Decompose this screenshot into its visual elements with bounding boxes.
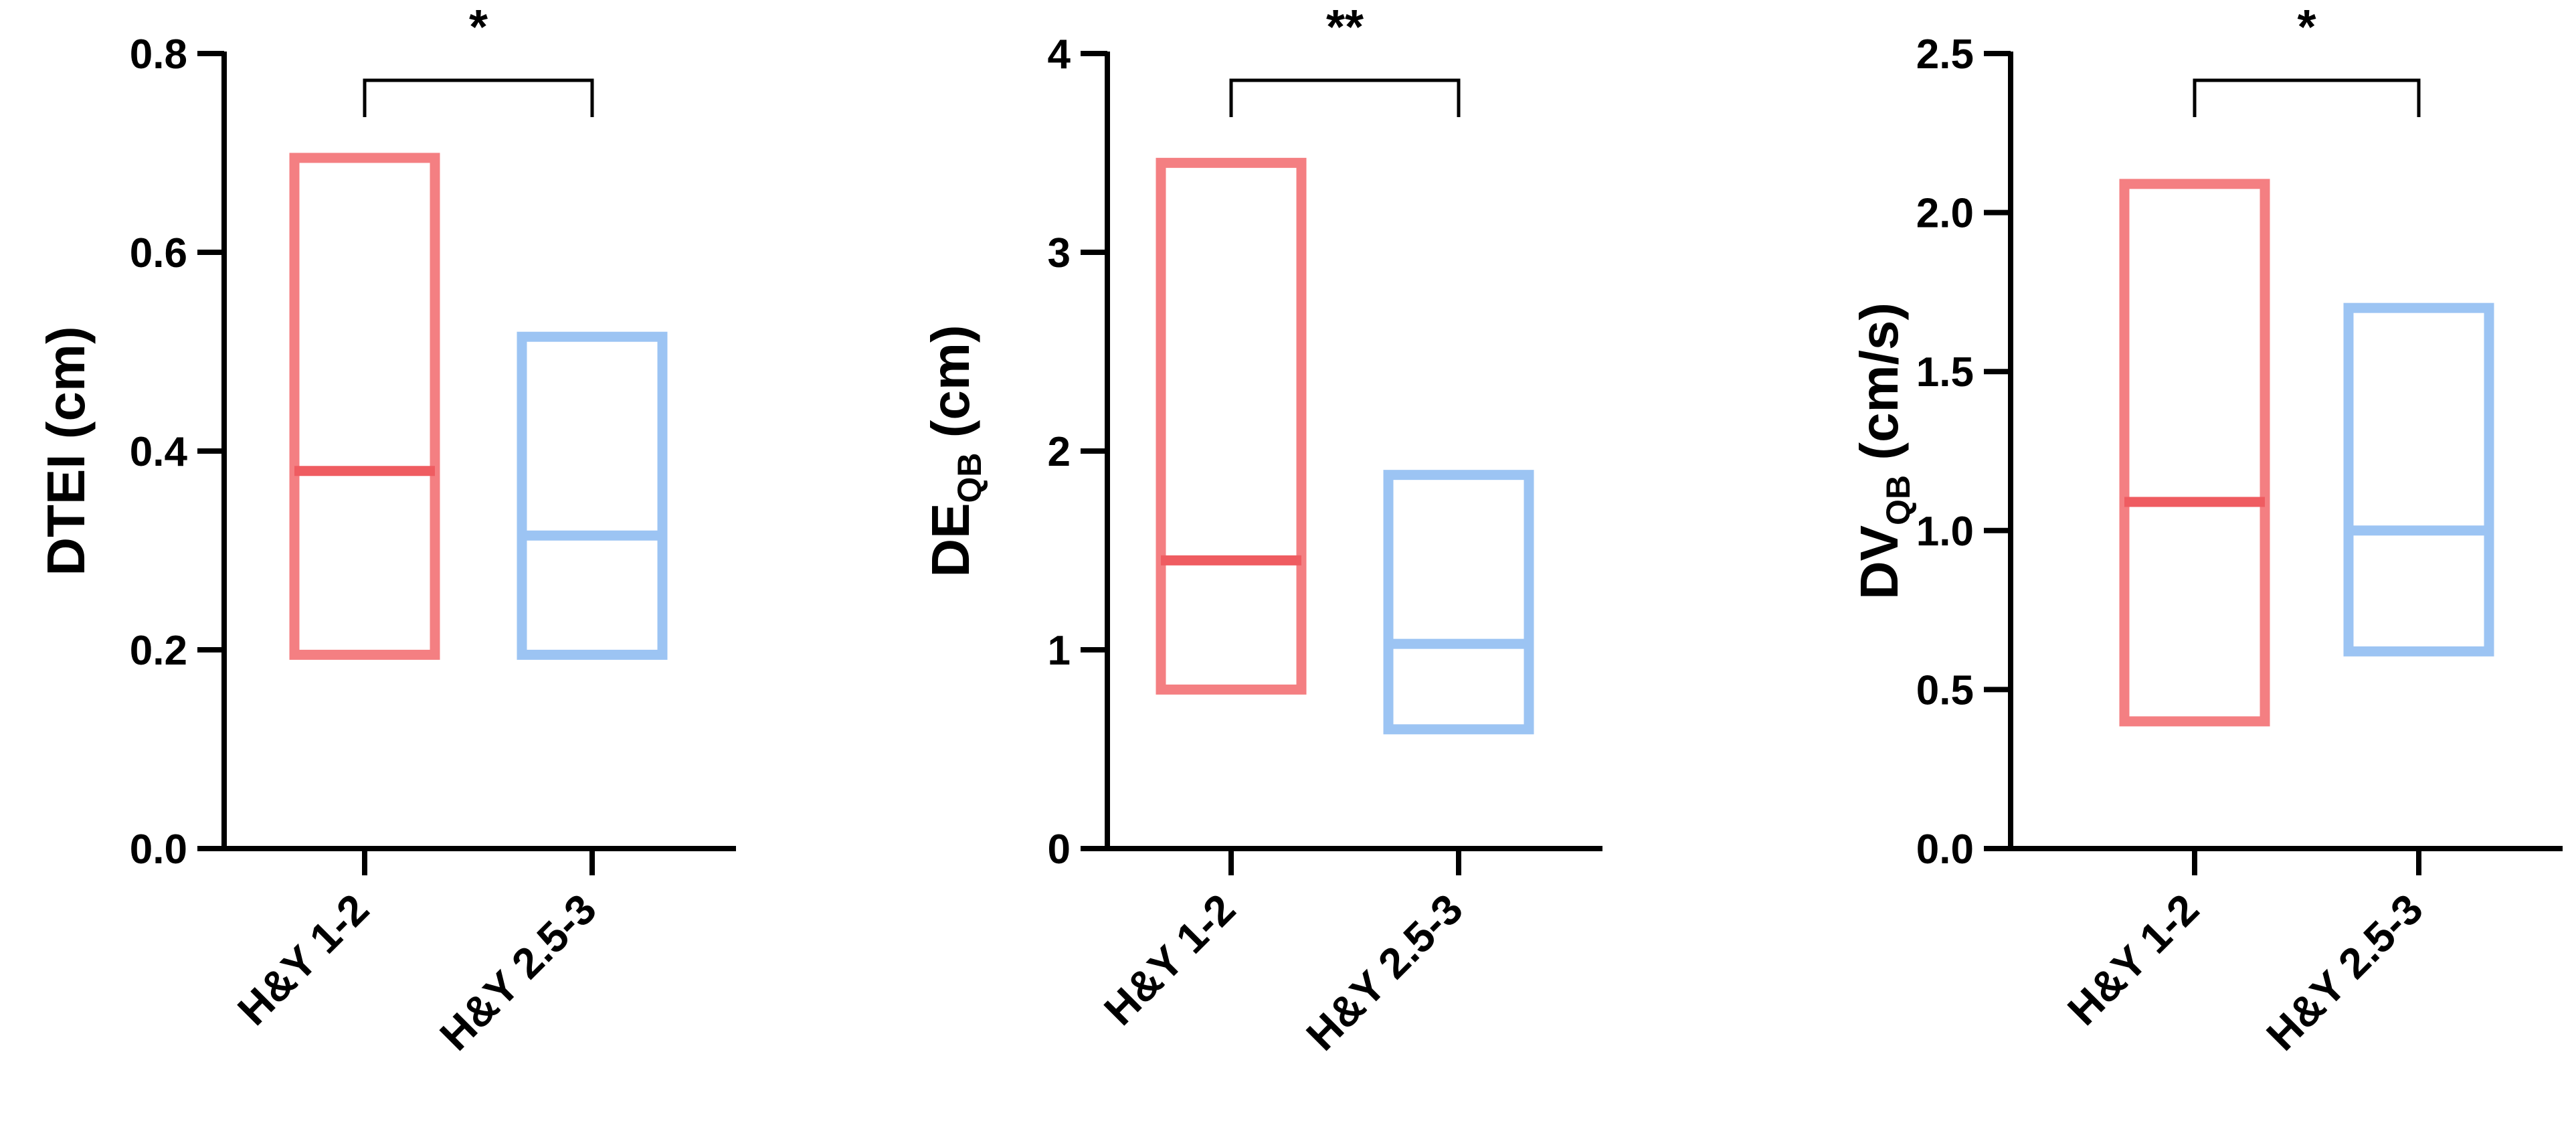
significance-label: * [469, 1, 488, 54]
y-tick-label: 0.0 [130, 826, 187, 873]
y-tick-label: 1.0 [1916, 509, 1974, 555]
y-axis-title: DVQB (cm/s) [1849, 302, 1917, 600]
category-label: H&Y 2.5-3 [1297, 885, 1472, 1059]
panel-2: 0 1 2 3 4 DEQB (cm) H&Y 1-2 H&Y 2.5-3 ** [921, 1, 1602, 1059]
y-tick-label: 2 [1048, 429, 1071, 475]
y-axis-title: DEQB (cm) [921, 325, 988, 577]
category-label: H&Y 1-2 [228, 885, 378, 1035]
floating-bar-2 [1383, 470, 1534, 735]
y-axis-title: DTEI (cm) [36, 326, 96, 576]
floating-bar-1 [1156, 157, 1307, 695]
panel-3: 0.0 0.5 1.0 1.5 2.0 2.5 DVQB (cm/s) H&Y 1-2 H&Y … [1849, 1, 2563, 1059]
y-tick-label: 0.6 [130, 230, 187, 276]
significance-label: ** [1326, 1, 1364, 54]
panel-1: 0.0 0.2 0.4 0.6 0.8 DTEI (cm) H&Y 1-2 H&Y 2.5-3… [36, 1, 736, 1059]
floating-bar-1 [2119, 179, 2270, 727]
floating-bar-1 [289, 153, 440, 660]
category-label: H&Y 1-2 [2058, 885, 2208, 1035]
y-tick-label: 1.5 [1916, 349, 1974, 396]
floating-bar-2 [2343, 302, 2494, 657]
floating-bar-2 [517, 331, 668, 660]
significance-bracket [2193, 78, 2421, 117]
significance-bracket [363, 78, 594, 117]
y-tick-label: 2.5 [1916, 31, 1974, 78]
y-tick-label: 2.0 [1916, 191, 1974, 237]
y-tick-label: 0.4 [130, 429, 188, 475]
y-tick-label: 0 [1048, 826, 1071, 873]
significance-bracket [1229, 78, 1461, 117]
y-tick-label: 0.2 [130, 628, 187, 674]
y-tick-label: 0.0 [1916, 826, 1974, 873]
category-label: H&Y 2.5-3 [2258, 885, 2432, 1059]
significance-label: * [2297, 1, 2316, 54]
category-label: H&Y 1-2 [1095, 885, 1245, 1035]
y-tick-label: 0.5 [1916, 667, 1974, 713]
y-tick-label: 0.8 [130, 31, 187, 78]
category-label: H&Y 2.5-3 [431, 885, 606, 1059]
y-tick-label: 4 [1048, 31, 1071, 78]
y-tick-label: 1 [1048, 628, 1071, 674]
y-tick-label: 3 [1048, 230, 1071, 276]
